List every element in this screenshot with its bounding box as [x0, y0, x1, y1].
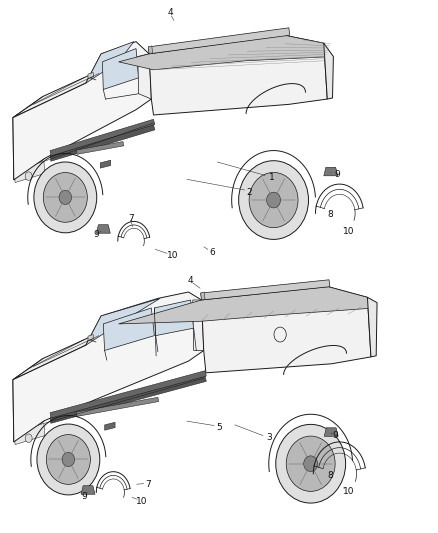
- Polygon shape: [50, 376, 206, 423]
- Polygon shape: [86, 42, 134, 83]
- Text: 7: 7: [128, 214, 134, 223]
- Polygon shape: [32, 410, 43, 427]
- Polygon shape: [32, 149, 43, 165]
- Polygon shape: [100, 160, 111, 168]
- Polygon shape: [201, 280, 330, 300]
- Polygon shape: [18, 383, 30, 417]
- Polygon shape: [324, 43, 333, 99]
- Text: 9: 9: [81, 492, 88, 501]
- Text: 4: 4: [167, 8, 173, 17]
- Text: 9: 9: [334, 170, 340, 179]
- Polygon shape: [88, 72, 94, 79]
- Polygon shape: [18, 122, 30, 155]
- Polygon shape: [19, 414, 31, 430]
- Polygon shape: [138, 54, 151, 99]
- Polygon shape: [96, 225, 110, 233]
- Ellipse shape: [62, 453, 74, 466]
- Polygon shape: [324, 167, 338, 176]
- Text: 10: 10: [166, 251, 178, 260]
- Polygon shape: [103, 308, 154, 351]
- Ellipse shape: [304, 456, 318, 472]
- Ellipse shape: [43, 173, 87, 222]
- Polygon shape: [13, 292, 204, 442]
- Text: 7: 7: [145, 480, 151, 489]
- Ellipse shape: [267, 192, 281, 208]
- Ellipse shape: [37, 424, 100, 495]
- Polygon shape: [119, 287, 375, 324]
- Polygon shape: [148, 46, 152, 54]
- Ellipse shape: [46, 434, 90, 484]
- Polygon shape: [88, 335, 94, 341]
- Ellipse shape: [249, 172, 298, 228]
- Polygon shape: [149, 35, 327, 115]
- Text: 10: 10: [136, 497, 148, 506]
- Polygon shape: [14, 161, 45, 182]
- Text: 8: 8: [327, 210, 333, 219]
- Polygon shape: [81, 486, 95, 494]
- Ellipse shape: [276, 424, 346, 503]
- Circle shape: [25, 172, 32, 180]
- Polygon shape: [14, 423, 45, 445]
- Ellipse shape: [239, 161, 308, 239]
- Text: 3: 3: [266, 433, 272, 442]
- Polygon shape: [13, 42, 151, 180]
- Polygon shape: [13, 62, 119, 118]
- Polygon shape: [19, 152, 31, 168]
- Ellipse shape: [286, 436, 335, 491]
- Polygon shape: [86, 298, 160, 345]
- Polygon shape: [76, 142, 124, 155]
- Polygon shape: [201, 287, 371, 373]
- Polygon shape: [193, 300, 204, 351]
- Text: 5: 5: [216, 423, 222, 432]
- Polygon shape: [201, 292, 205, 300]
- Text: 9: 9: [332, 431, 338, 440]
- Polygon shape: [31, 120, 42, 152]
- Text: 10: 10: [343, 227, 355, 236]
- Polygon shape: [50, 125, 155, 161]
- Polygon shape: [324, 428, 338, 437]
- Circle shape: [25, 434, 32, 442]
- Polygon shape: [13, 324, 119, 379]
- Polygon shape: [119, 35, 332, 70]
- Polygon shape: [13, 96, 44, 180]
- Text: 8: 8: [328, 471, 333, 480]
- Polygon shape: [50, 370, 206, 418]
- Text: 9: 9: [93, 230, 99, 239]
- Polygon shape: [31, 382, 42, 414]
- Polygon shape: [102, 49, 139, 90]
- Ellipse shape: [59, 190, 71, 205]
- Polygon shape: [50, 119, 155, 156]
- Polygon shape: [105, 422, 115, 430]
- Polygon shape: [13, 359, 44, 442]
- Ellipse shape: [34, 162, 97, 233]
- Polygon shape: [367, 297, 377, 357]
- Text: 6: 6: [209, 248, 215, 257]
- Text: 4: 4: [188, 276, 194, 285]
- Text: 10: 10: [343, 487, 354, 496]
- Polygon shape: [148, 28, 290, 54]
- Text: 1: 1: [268, 173, 274, 182]
- Polygon shape: [76, 397, 159, 416]
- Text: 2: 2: [247, 188, 252, 197]
- Polygon shape: [154, 300, 194, 336]
